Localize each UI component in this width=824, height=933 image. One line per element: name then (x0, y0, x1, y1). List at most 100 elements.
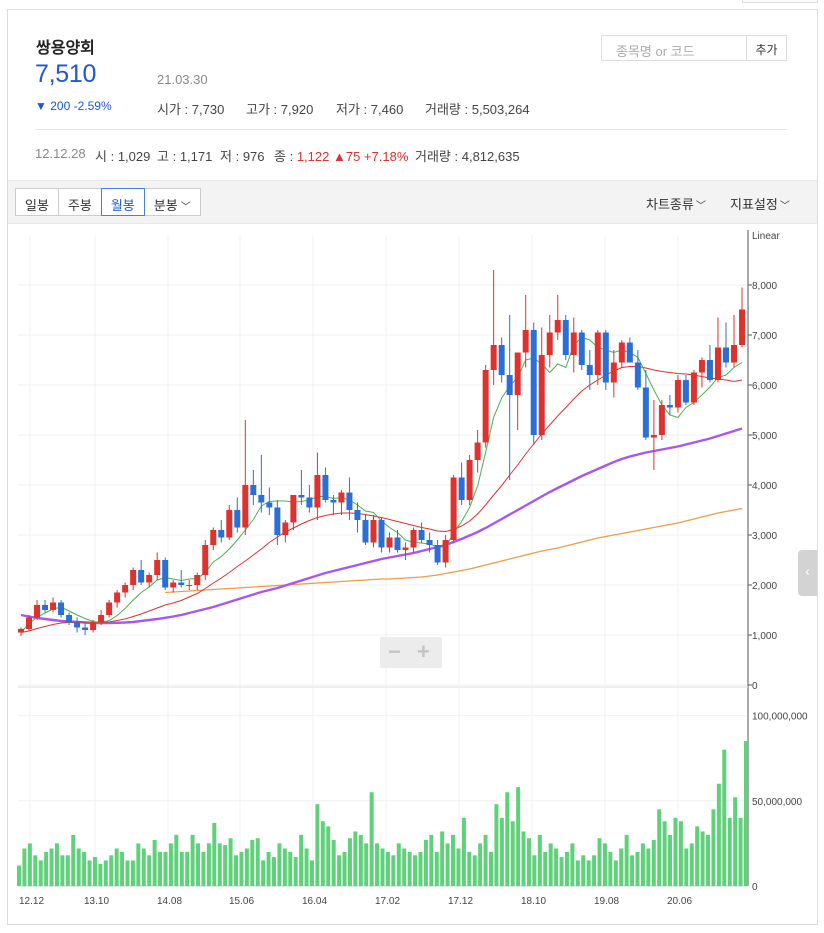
volume-bar (217, 843, 222, 886)
plus-icon[interactable]: + (417, 639, 430, 664)
candle-body (42, 605, 49, 610)
volume-bar (559, 857, 564, 886)
period-weekly[interactable]: 주봉 (57, 188, 102, 216)
volume-bar (54, 843, 59, 886)
candle-body (690, 372, 697, 403)
volume-bar (342, 851, 347, 886)
volume-bar (716, 783, 721, 886)
candle-body (418, 530, 425, 540)
volume-bar (472, 855, 477, 886)
high-stat: 고가 : 7,920 (246, 102, 314, 117)
top-corner-tab[interactable] (742, 0, 818, 3)
chevron-left-icon[interactable]: ‹ (798, 550, 817, 596)
volume-bar (271, 857, 276, 886)
volume-bar (662, 821, 667, 886)
volume-bar (17, 865, 21, 886)
volume-bar (22, 848, 27, 886)
price-tick-label: 4,000 (752, 481, 777, 492)
indicator-settings-dropdown[interactable]: 지표설정 ﹀ (730, 197, 790, 212)
minus-icon[interactable]: − (388, 639, 401, 664)
price-date: 21.03.30 (157, 72, 208, 87)
period-monthly[interactable]: 월봉 (100, 188, 145, 216)
volume-bar (570, 843, 575, 886)
history-high: 고 : 1,171 (157, 149, 213, 164)
volume-bar (592, 855, 597, 886)
scale-label: Linear (752, 231, 780, 242)
history-low: 저 : 976 (220, 149, 265, 164)
volume-bar (543, 851, 548, 886)
candle-body (514, 352, 521, 395)
x-tick-label: 14.08 (157, 896, 182, 907)
x-tick-label: 17.02 (375, 896, 400, 907)
candle-body (506, 375, 513, 395)
candle-body (322, 475, 329, 500)
period-selector: 일봉 주봉 월봉 분봉 ﹀ (15, 188, 201, 216)
price-tick-label: 3,000 (752, 531, 777, 542)
volume-bar (494, 804, 499, 886)
x-tick-label: 20.06 (667, 896, 692, 907)
candle-body (402, 547, 409, 550)
chevron-down-icon: ﹀ (695, 201, 706, 212)
candle-body (234, 510, 241, 528)
zoom-control: − + (380, 637, 442, 668)
candle-body (698, 360, 705, 373)
volume-bar (33, 855, 38, 886)
candle-body (114, 592, 121, 603)
volume-bar (554, 848, 559, 886)
volume-bar (98, 863, 103, 886)
period-minute[interactable]: 분봉 ﹀ (143, 188, 201, 216)
price-tick-label: 1,000 (752, 631, 777, 642)
volume-bar (402, 848, 407, 886)
volume-bar (60, 855, 65, 886)
volume-tick-label: 0 (752, 882, 758, 893)
candle-body (66, 615, 73, 623)
volume-bar (141, 848, 146, 886)
volume-bar (396, 843, 401, 886)
candle-body (434, 545, 441, 563)
volume-bar (125, 860, 130, 886)
chevron-down-icon: ﹀ (779, 201, 790, 212)
period-daily[interactable]: 일봉 (15, 188, 59, 216)
volume-bar (179, 851, 184, 886)
candle-body (122, 585, 129, 593)
x-tick-label: 18.10 (521, 896, 546, 907)
candle-body (474, 442, 481, 460)
volume-bar (499, 817, 504, 886)
candle-body (282, 522, 289, 535)
candle-body (258, 495, 265, 503)
volume-bar (76, 848, 81, 886)
volume-bar (635, 851, 640, 886)
candle-body (482, 370, 489, 443)
volume-bar (678, 821, 683, 886)
volume-bar (185, 851, 190, 886)
volume-stat: 거래량 : 5,503,264 (425, 102, 530, 117)
volume-bar (516, 787, 521, 886)
candle-body (570, 332, 577, 355)
volume-bar (147, 855, 152, 886)
candle-body (178, 582, 185, 585)
candle-body (202, 545, 209, 575)
candle-body (274, 507, 281, 535)
volume-bar (168, 843, 173, 886)
candle-body (82, 627, 89, 630)
volume-bar (212, 822, 217, 886)
volume-bar (521, 831, 526, 886)
candle-body (650, 435, 657, 438)
volume-bar (103, 860, 108, 886)
chart-type-dropdown[interactable]: 차트종류 ﹀ (646, 197, 706, 212)
volume-bar (49, 848, 54, 886)
volume-bar (548, 843, 553, 886)
volume-bar (722, 749, 727, 886)
ma120-line (165, 507, 743, 594)
candle-body (370, 520, 377, 543)
add-button[interactable]: 추가 (746, 35, 787, 61)
volume-bar (369, 792, 374, 886)
x-tick-label: 13.10 (84, 896, 109, 907)
chevron-down-icon: ﹀ (180, 202, 191, 213)
volume-bar (586, 860, 591, 886)
up-arrow-icon: ▲ (332, 149, 346, 164)
candle-body (74, 622, 81, 628)
volume-bar (483, 834, 488, 886)
candle-body (466, 460, 473, 500)
